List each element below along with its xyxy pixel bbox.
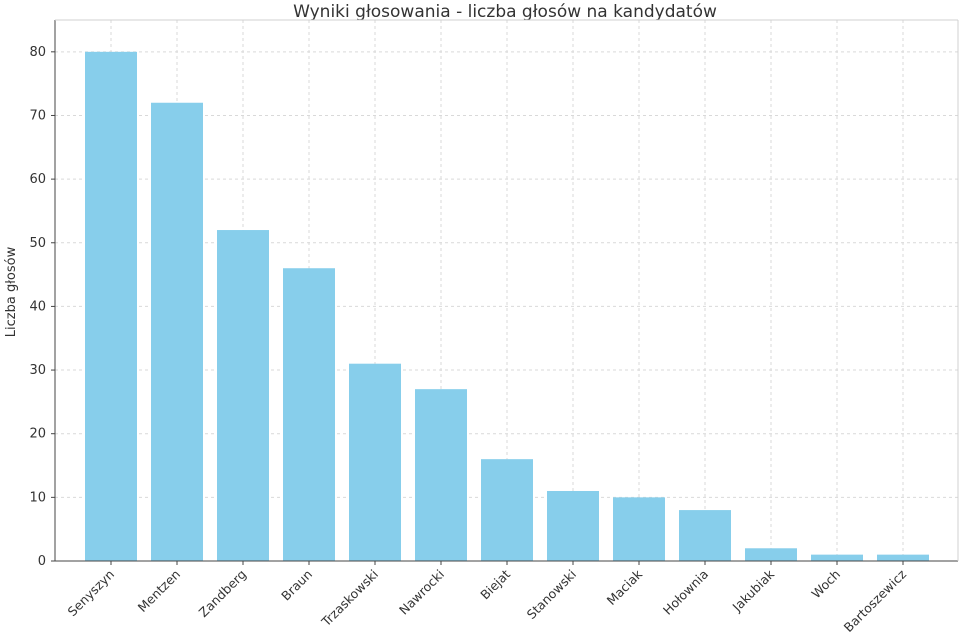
y-tick-label: 0 — [38, 554, 46, 569]
bar-maciak — [613, 497, 665, 561]
y-axis-label: Liczba głosów — [4, 246, 19, 337]
y-axis-ticks: 0 10 20 30 40 50 60 70 80 — [29, 45, 55, 569]
x-tick-label: Mentzen — [135, 567, 183, 615]
x-tick-label: Bartoszewicz — [841, 566, 910, 635]
x-tick-label: Senyszyn — [65, 567, 118, 620]
bar-biejat — [481, 459, 533, 561]
bar-jakubiak — [745, 548, 797, 561]
bar-woch — [811, 554, 863, 561]
x-tick-label: Trzaskowski — [318, 567, 381, 630]
bar-trzaskowski — [349, 363, 401, 561]
bar-zandberg — [217, 230, 269, 562]
y-tick-label: 10 — [29, 490, 46, 505]
x-axis-ticks: Senyszyn Mentzen Zandberg Braun Trzaskowski N… — [65, 561, 910, 635]
y-tick-label: 50 — [29, 236, 46, 251]
bar-mentzen — [151, 102, 203, 561]
chart-title: Wyniki głosowania - liczba głosów na kan… — [293, 2, 717, 22]
x-tick-label: Hołownia — [660, 567, 711, 618]
y-tick-label: 20 — [29, 427, 46, 442]
x-tick-label: Stanowski — [524, 567, 580, 623]
x-tick-label: Maciak — [604, 566, 646, 608]
y-tick-label: 80 — [29, 45, 46, 60]
bar-stanowski — [547, 490, 599, 561]
bars — [85, 51, 929, 562]
bar-nawrocki — [415, 389, 467, 561]
y-tick-label: 70 — [29, 108, 46, 123]
y-tick-label: 40 — [29, 299, 46, 314]
x-tick-label: Woch — [808, 567, 843, 602]
bar-bartoszewicz — [877, 554, 929, 561]
x-tick-label: Braun — [278, 567, 315, 604]
x-tick-label: Biejat — [477, 566, 513, 602]
bar-senyszyn — [85, 51, 137, 562]
x-tick-label: Nawrocki — [396, 567, 447, 618]
x-tick-label: Jakubiak — [729, 566, 778, 615]
bar-braun — [283, 268, 335, 561]
y-tick-label: 60 — [29, 172, 46, 187]
x-tick-label: Zandberg — [196, 567, 249, 620]
bar-hołownia — [679, 510, 731, 561]
y-tick-label: 30 — [29, 363, 46, 378]
